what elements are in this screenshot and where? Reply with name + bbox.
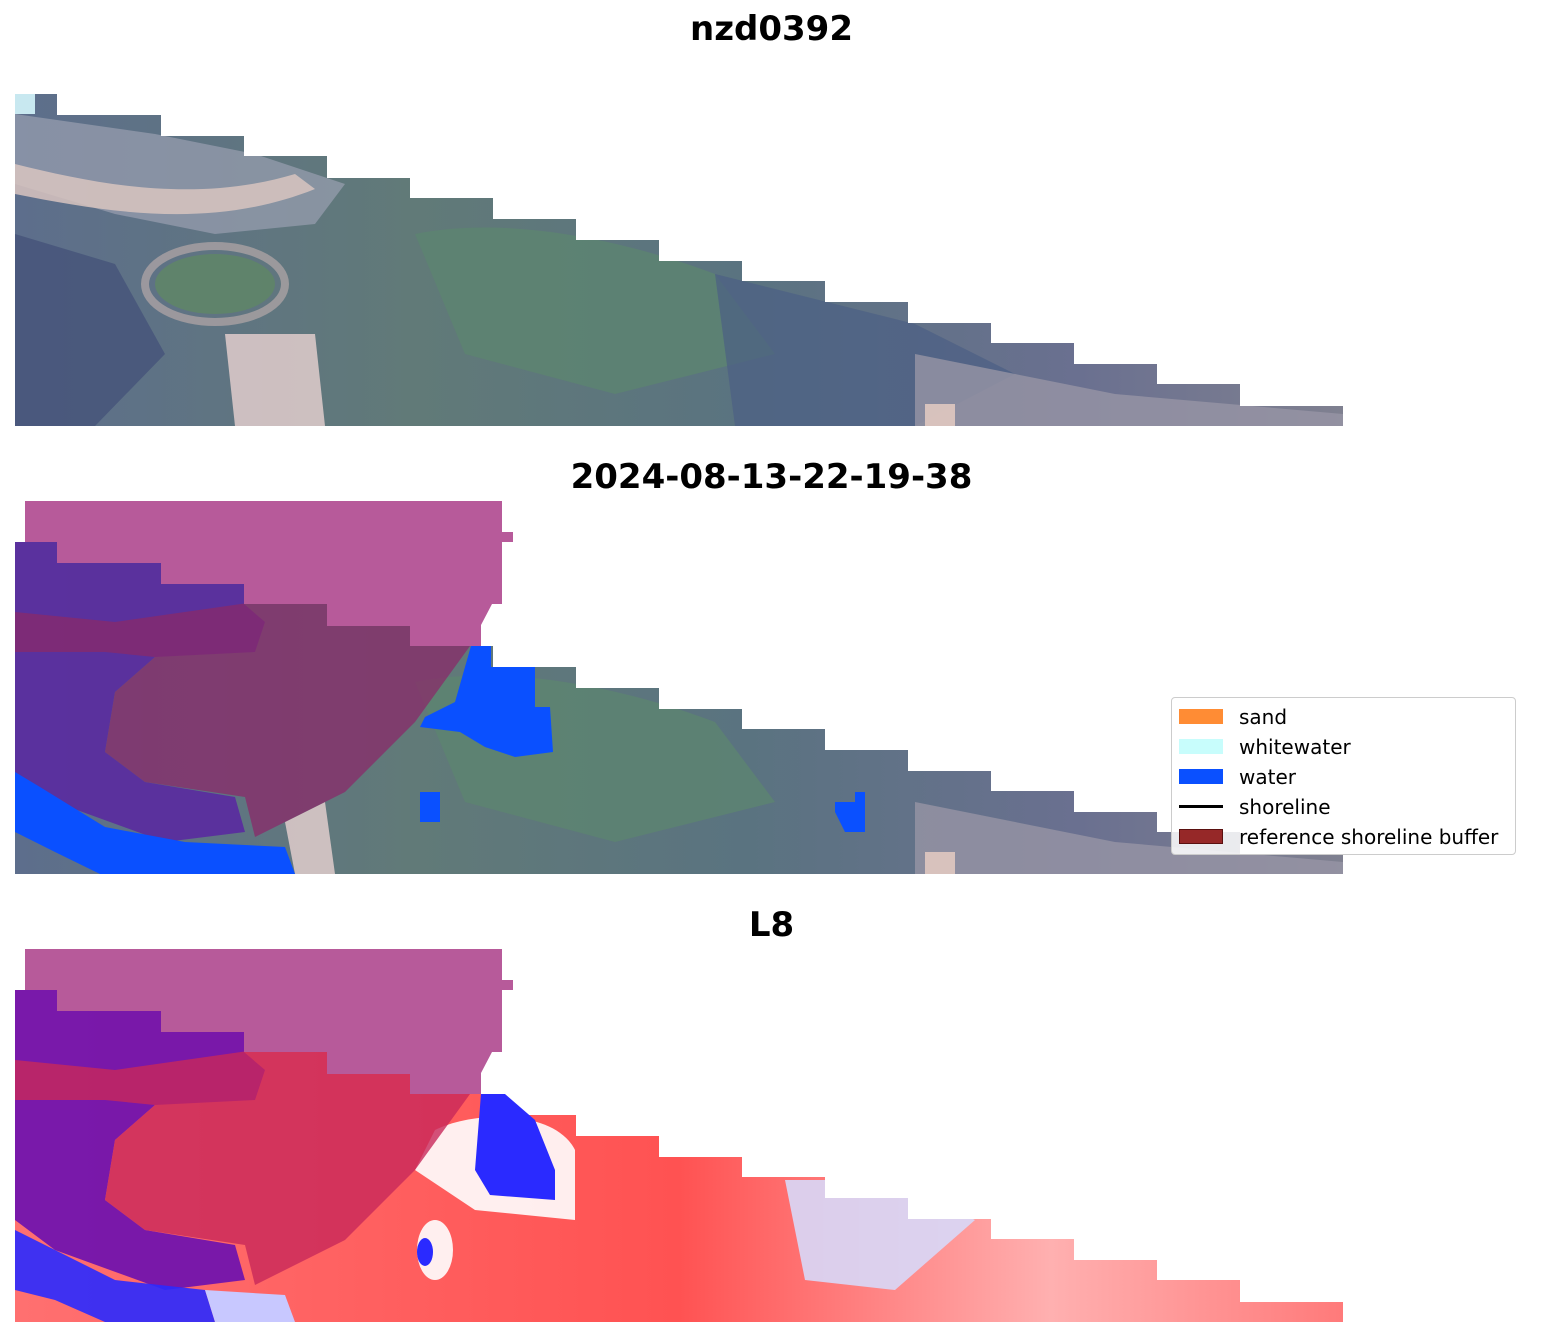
reference-buffer-swatch bbox=[1179, 829, 1223, 844]
shoreline-line-sample bbox=[1179, 805, 1223, 808]
classified-image bbox=[15, 501, 1343, 874]
index-shore-light bbox=[205, 1290, 295, 1322]
index-image bbox=[15, 949, 1343, 1322]
water-region-main bbox=[420, 646, 553, 757]
satellite-scene bbox=[15, 94, 1343, 426]
whitewater-swatch bbox=[1179, 739, 1223, 754]
legend: sand whitewater water shoreline referenc… bbox=[1171, 697, 1516, 855]
water-region-shore bbox=[15, 772, 295, 874]
water-pixel-2 bbox=[835, 792, 865, 832]
buffer-land-region bbox=[15, 602, 470, 837]
legend-item-reference-buffer: reference shoreline buffer bbox=[1172, 821, 1517, 851]
legend-label: water bbox=[1239, 765, 1296, 789]
water-swatch bbox=[1179, 769, 1223, 784]
buffer-top-region bbox=[25, 501, 513, 646]
legend-item-sand: sand bbox=[1172, 701, 1517, 731]
satellite-title: L8 bbox=[748, 905, 795, 945]
rgb-satellite-image bbox=[15, 94, 1343, 426]
legend-item-whitewater: whitewater bbox=[1172, 731, 1517, 761]
legend-label: whitewater bbox=[1239, 735, 1351, 759]
date-title: 2024-08-13-22-19-38 bbox=[570, 457, 973, 497]
index-buffer-top bbox=[25, 949, 513, 1094]
legend-label: sand bbox=[1239, 705, 1288, 729]
legend-label: shoreline bbox=[1239, 795, 1331, 819]
image-name-title: nzd0392 bbox=[690, 9, 853, 49]
legend-item-shoreline: shoreline bbox=[1172, 791, 1517, 821]
sand-swatch bbox=[1179, 709, 1223, 724]
legend-label: reference shoreline buffer bbox=[1239, 825, 1499, 849]
index-water-main bbox=[475, 1094, 555, 1200]
water-pixel-1 bbox=[420, 792, 440, 822]
index-water-shore bbox=[15, 1230, 215, 1322]
legend-item-water: water bbox=[1172, 761, 1517, 791]
index-buffer-land bbox=[15, 1050, 470, 1285]
